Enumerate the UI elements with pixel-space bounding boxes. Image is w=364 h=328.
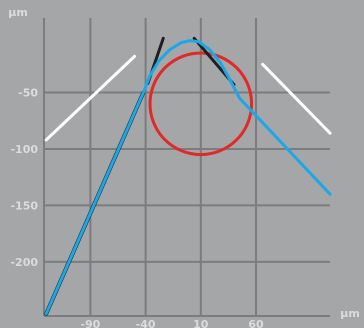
y-axis-unit-label: μm [8, 6, 28, 19]
x-tick-label: -90 [80, 318, 100, 328]
tangent-line-white [44, 54, 137, 142]
x-tick-label: -40 [136, 318, 156, 328]
x-axis-unit-label: μm [340, 307, 360, 320]
y-tick-label: -200 [10, 256, 38, 269]
tangent-line-white [261, 62, 332, 135]
x-tick-label: 60 [248, 318, 264, 328]
series-layer [44, 36, 332, 316]
tick-labels: -90 -40 10 60 -50 -100 -150 -200 [10, 87, 264, 328]
y-tick-label: -100 [10, 143, 38, 156]
y-tick-label: -50 [18, 87, 38, 100]
y-tick-label: -150 [10, 199, 38, 212]
x-tick-label: 10 [193, 318, 209, 328]
profile-line [44, 39, 332, 316]
fit-circle [148, 51, 254, 157]
grid-lines [43, 18, 330, 317]
